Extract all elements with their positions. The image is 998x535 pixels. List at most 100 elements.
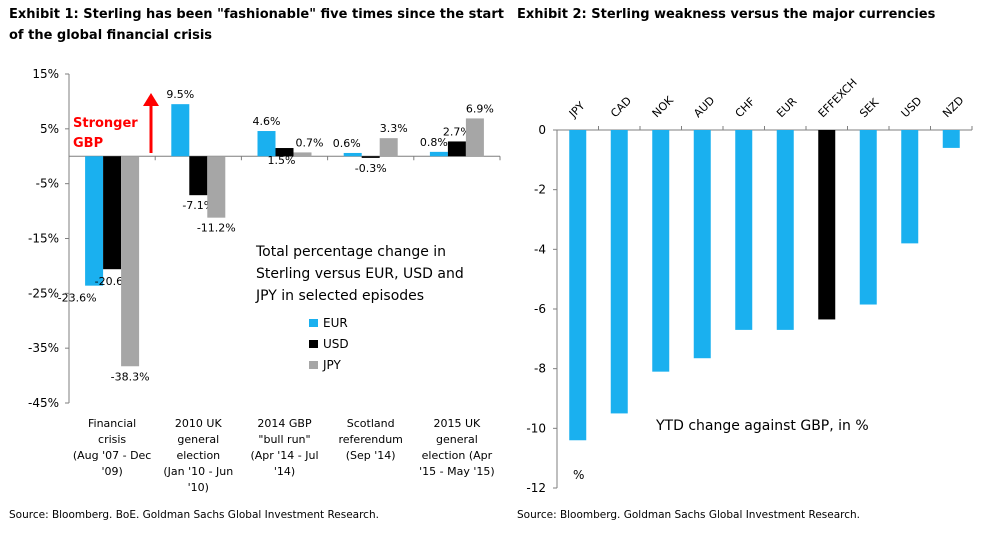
data-label: 0.7% [296, 136, 324, 149]
bar-jpy [207, 156, 226, 218]
legend-label: USD [323, 337, 349, 351]
bar-eur [257, 131, 276, 157]
arrow-label: GBP [73, 136, 103, 151]
bar-usd [275, 148, 294, 157]
legend-swatch-jpy [309, 361, 318, 369]
x-category-label: NOK [650, 93, 677, 120]
x-category-label: election [176, 449, 220, 462]
arrow-label: Stronger [73, 116, 138, 131]
data-label: -23.6% [58, 292, 97, 305]
bar-eur [171, 104, 190, 157]
data-label: 3.3% [380, 122, 408, 135]
x-category-label: 2014 GBP [257, 417, 312, 430]
legend-swatch-eur [309, 319, 318, 327]
x-category-label: general [177, 433, 219, 446]
y-tick-label: 0 [538, 123, 546, 137]
y-tick-label: -10 [526, 421, 546, 435]
x-category-label: (Apr '14 - Jul [250, 449, 318, 462]
y-tick-label: -15% [28, 232, 59, 246]
y-tick-label: -5% [36, 177, 59, 191]
bar-usd [361, 156, 380, 158]
x-category-label: '15 - May '15) [419, 465, 495, 478]
y-tick-label: -35% [28, 341, 59, 355]
y-tick-label: 5% [40, 122, 59, 136]
annotation-text: JPY in selected episodes [255, 288, 424, 304]
x-category-label: NZD [940, 94, 966, 120]
bar [652, 130, 670, 372]
data-label: -38.3% [111, 370, 150, 383]
y-tick-label: -12 [526, 481, 546, 495]
unit-label: % [573, 468, 584, 482]
legend-label: EUR [323, 316, 348, 330]
x-category-label: '09) [101, 465, 122, 478]
bar-jpy [121, 156, 140, 367]
x-category-label: (Aug '07 - Dec [73, 449, 152, 462]
bar [859, 130, 877, 305]
y-tick-label: -6 [534, 302, 546, 316]
bar [610, 130, 628, 414]
bar-eur [85, 156, 104, 286]
x-category-label: (Sep '14) [346, 449, 396, 462]
annotation-text: Sterling versus EUR, USD and [256, 266, 464, 282]
x-category-label: EFFEXCH [816, 76, 860, 120]
bar-eur [429, 151, 448, 157]
bar-usd [447, 141, 466, 157]
exhibit2-title: Exhibit 2: Sterling weakness versus the … [517, 7, 936, 22]
x-category-label: AUD [691, 94, 717, 120]
bar [818, 130, 836, 320]
x-category-label: '14) [274, 465, 295, 478]
exhibit1-title: Exhibit 1: Sterling has been "fashionabl… [9, 7, 504, 43]
y-tick-label: -25% [28, 286, 59, 300]
bar-usd [103, 156, 122, 270]
x-category-label: (Jan '10 - Jun [163, 465, 233, 478]
x-category-label: crisis [98, 433, 126, 446]
y-tick-label: -8 [534, 362, 546, 376]
y-tick-label: -4 [534, 242, 546, 256]
x-category-label: "bull run" [258, 433, 310, 446]
bar-usd [189, 156, 208, 196]
y-tick-label: 15% [32, 67, 59, 81]
data-label: 4.6% [253, 115, 281, 128]
x-category-label: 2010 UK [175, 417, 223, 430]
data-label: 9.5% [166, 88, 194, 101]
bar-jpy [379, 138, 398, 157]
y-tick-label: -2 [534, 183, 546, 197]
data-label: -11.2% [197, 222, 236, 235]
data-label: 2.7% [443, 125, 471, 138]
x-category-label: referendum [339, 433, 403, 446]
bar [942, 130, 960, 148]
stronger-gbp-arrow-head [143, 93, 159, 106]
bar [776, 130, 794, 330]
bar [569, 130, 587, 441]
data-label: 0.6% [333, 137, 361, 150]
x-category-label: 2015 UK [434, 417, 482, 430]
legend-label: JPY [322, 358, 342, 372]
bar-jpy [293, 152, 312, 157]
x-category-label: USD [899, 94, 925, 120]
bar [693, 130, 711, 359]
x-category-label: '10) [188, 481, 209, 494]
bar [901, 130, 919, 244]
x-category-label: Financial [88, 417, 136, 430]
annotation-text: YTD change against GBP, in % [655, 418, 869, 434]
data-label: 1.5% [268, 154, 296, 167]
exhibit2-source: Source: Bloomberg. Goldman Sachs Global … [517, 509, 861, 521]
legend-swatch-usd [309, 340, 318, 348]
data-label: 6.9% [466, 102, 494, 115]
x-category-label: CAD [608, 94, 634, 120]
data-label: 0.8% [420, 136, 448, 149]
x-category-label: Scotland [347, 417, 395, 430]
bar-jpy [465, 118, 484, 157]
bar-eur [343, 152, 362, 157]
y-tick-label: -45% [28, 396, 59, 410]
x-category-label: JPY [566, 99, 588, 121]
data-label: -0.3% [355, 162, 387, 175]
x-category-label: general [436, 433, 478, 446]
exhibit1-source: Source: Bloomberg. BoE. Goldman Sachs Gl… [9, 509, 379, 521]
x-category-label: CHF [733, 95, 758, 120]
x-category-label: EUR [774, 95, 799, 120]
bar [735, 130, 753, 330]
x-category-label: election (Apr [422, 449, 493, 462]
